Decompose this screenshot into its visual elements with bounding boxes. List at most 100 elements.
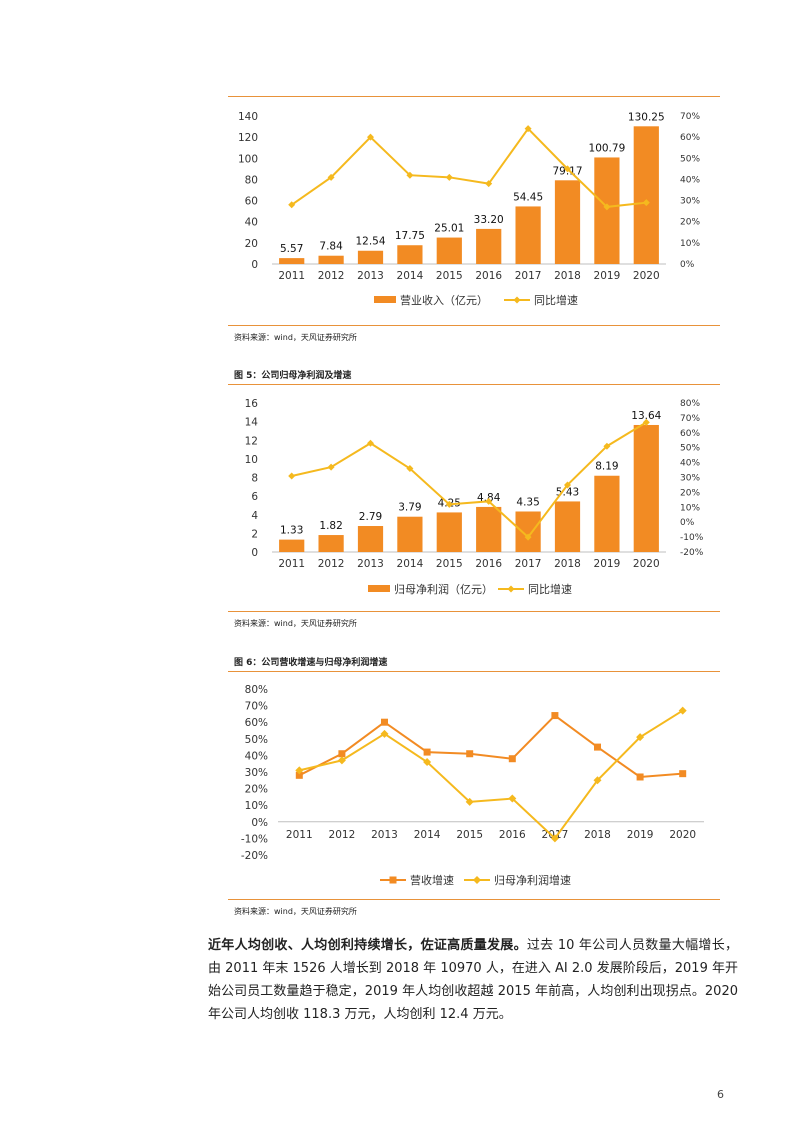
y-tick-label: 40	[245, 217, 258, 229]
series-point	[678, 706, 687, 715]
growth-point	[327, 173, 335, 181]
figure-5-bottom-rule	[228, 611, 720, 612]
y2-tick-label: 30%	[680, 474, 700, 484]
y2-tick-label: 20%	[680, 488, 700, 498]
x-tick-label: 2017	[515, 558, 542, 570]
series-point	[508, 794, 517, 803]
y-tick-label: 14	[245, 417, 259, 429]
growth-point	[288, 201, 296, 209]
series-point	[337, 756, 346, 765]
y2-tick-label: 50%	[680, 444, 700, 454]
bar	[357, 526, 384, 552]
legend-line-label: 同比增速	[534, 293, 578, 307]
x-tick-label: 2019	[594, 558, 621, 570]
y2-tick-label: 60%	[680, 133, 700, 143]
y-tick-label: 10%	[245, 800, 268, 812]
bar	[397, 516, 423, 552]
x-tick-label: 2018	[554, 558, 581, 570]
y-tick-label: 50%	[245, 734, 268, 746]
y2-tick-label: 70%	[680, 414, 700, 424]
y2-tick-label: 30%	[680, 197, 700, 207]
bar-value-label: 4.35	[516, 496, 539, 508]
bar-value-label: 100.79	[589, 142, 626, 154]
legend-bar-label: 营业收入（亿元）	[400, 293, 488, 307]
growth-line	[291, 127, 647, 208]
growth-point	[288, 472, 296, 480]
series-point	[380, 729, 389, 738]
y2-tick-label: 0%	[680, 260, 695, 270]
x-tick-label: 2012	[318, 558, 345, 570]
bar	[594, 157, 620, 264]
y-tick-label: 12	[245, 435, 258, 447]
series-point	[465, 797, 474, 806]
figure-5-top-rule	[228, 384, 720, 385]
bar	[633, 424, 659, 552]
growth-point	[603, 442, 611, 450]
bar-value-label: 12.54	[355, 236, 385, 248]
x-tick-label: 2016	[475, 270, 502, 282]
y2-tick-label: -10%	[680, 533, 704, 543]
growth-point	[367, 133, 374, 141]
x-tick-label: 2016	[499, 829, 526, 841]
series-line	[299, 709, 684, 840]
bar	[515, 511, 541, 552]
figure-6-bottom-rule	[228, 899, 720, 900]
x-tick-label: 2015	[436, 558, 463, 570]
growth-point	[406, 171, 414, 179]
growth-comparison-chart: -20% -10% 0% 10% 20% 30% 40% 50% 60% 70% 80% 2011 20…	[241, 684, 704, 887]
x-tick-label: 2015	[456, 829, 483, 841]
x-tick-label: 2013	[357, 558, 384, 570]
figure-4-top-rule	[228, 96, 720, 97]
x-tick-label: 2012	[318, 270, 345, 282]
y2-tick-label: 40%	[680, 459, 700, 469]
legend-line-marker	[389, 876, 397, 884]
bar	[436, 512, 462, 552]
growth-point	[445, 500, 453, 508]
bar	[633, 126, 659, 264]
figure-6-source: 资料来源：wind，天风证券研究所	[234, 907, 357, 916]
bar	[279, 258, 305, 264]
growth-point	[485, 497, 493, 505]
bar	[515, 206, 541, 264]
series-point	[594, 743, 601, 751]
x-tick-label: 2020	[633, 270, 660, 282]
growth-point	[642, 199, 650, 207]
figure-4-bottom-rule	[228, 325, 720, 326]
growth-point	[327, 463, 335, 471]
bar-value-label: 5.57	[280, 243, 303, 255]
bar	[318, 535, 344, 552]
bar-value-label: 2.79	[359, 511, 382, 523]
bar-value-label: 5.43	[556, 486, 579, 498]
legend-label: 归母净利润增速	[494, 873, 571, 887]
bar-value-label: 7.84	[319, 241, 343, 253]
figure-5-source: 资料来源：wind，天风证券研究所	[234, 619, 357, 628]
legend-bar-swatch	[374, 296, 396, 303]
legend-label: 营收增速	[410, 873, 454, 887]
y-tick-label: 140	[238, 111, 258, 123]
x-tick-label: 2015	[436, 270, 463, 282]
revenue-chart: 0 20 40 60 80 100 120 140 0% 10% 20% 30% 40% 50% 60% 70…	[238, 111, 700, 307]
bar	[476, 506, 502, 552]
series-point	[508, 755, 516, 763]
y-tick-label: -20%	[241, 850, 268, 862]
y-tick-label: 70%	[245, 701, 268, 713]
y-tick-label: 20	[245, 238, 258, 250]
bar	[594, 475, 620, 552]
series-point	[636, 773, 644, 781]
y-tick-label: 0	[251, 547, 258, 559]
legend-bar-swatch	[368, 585, 390, 592]
y-tick-label: 80	[245, 174, 258, 186]
x-tick-label: 2014	[414, 829, 441, 841]
series-point	[295, 771, 303, 779]
y2-tick-label: 70%	[680, 112, 700, 122]
x-tick-label: 2013	[357, 270, 384, 282]
y-tick-label: 60	[245, 196, 258, 208]
series-point	[551, 712, 559, 720]
paragraph-lead: 近年人均创收、人均创利持续增长，佐证高质量发展。	[208, 938, 527, 953]
growth-point	[485, 180, 493, 188]
y-tick-label: 100	[238, 153, 258, 165]
series-point	[550, 834, 559, 843]
y-tick-label: 6	[251, 491, 258, 503]
figure-6-title: 图 6：公司营收增速与归母净利润增速	[234, 658, 388, 668]
paragraph-text: 过去 10 年公司人员数量大幅增长，由 2011 年末 1526 人增长到 20…	[208, 938, 738, 1022]
